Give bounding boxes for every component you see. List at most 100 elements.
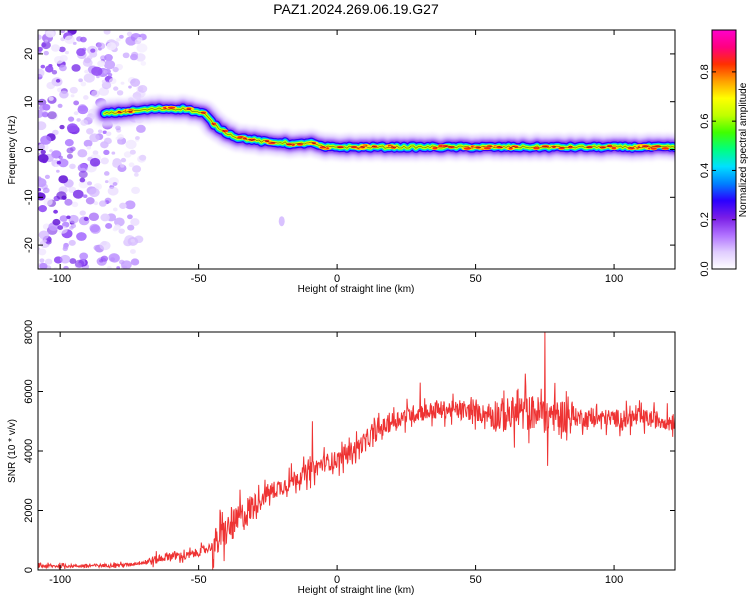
noise-speckle	[130, 78, 141, 87]
noise-speckle	[64, 198, 73, 206]
noise-speckle	[69, 258, 77, 264]
spectrogram-heatmap	[38, 30, 675, 269]
noise-speckle	[119, 202, 127, 209]
noise-speckle	[103, 137, 112, 145]
snr-ytick-label: 6000	[23, 379, 35, 403]
noise-speckle	[38, 176, 42, 181]
noise-speckle	[120, 163, 125, 168]
snr-ytick-label: 8000	[23, 320, 35, 344]
ridge-hotspot-core	[661, 147, 669, 150]
noise-speckle	[80, 36, 87, 43]
noise-speckle	[52, 218, 61, 226]
snr-xtick-label: -50	[191, 574, 207, 586]
ridge-hotspot-core	[167, 106, 176, 109]
noise-speckle	[89, 157, 101, 167]
ridge-hotspot-core	[296, 143, 304, 146]
noise-speckle	[40, 64, 46, 69]
noise-speckle	[90, 48, 96, 53]
noise-speckle	[51, 44, 60, 52]
noise-speckle	[87, 181, 93, 186]
noise-speckle	[103, 59, 116, 70]
noise-speckle	[65, 50, 69, 55]
noise-speckle	[130, 218, 140, 226]
noise-speckle	[103, 69, 108, 74]
noise-speckle	[115, 136, 120, 140]
noise-speckle	[119, 34, 124, 39]
noise-speckle	[132, 165, 142, 173]
noise-speckle	[73, 111, 79, 116]
noise-speckle	[113, 217, 125, 227]
noise-speckle	[52, 129, 59, 136]
noise-speckle	[40, 135, 52, 145]
noise-speckle	[106, 42, 117, 51]
ridge-hotspot-core	[558, 146, 565, 150]
noise-speckle	[78, 78, 83, 83]
colorbar-tick-label: 0.2	[699, 212, 711, 227]
ridge-hotspot-core	[628, 147, 635, 150]
ridge-hotspot-core	[508, 147, 513, 150]
noise-speckle	[130, 238, 135, 243]
noise-speckle	[115, 37, 121, 42]
noise-speckle	[83, 139, 93, 148]
snr-xlabel: Height of straight line (km)	[298, 585, 415, 596]
spectrogram-ytick-label: -20	[23, 237, 35, 253]
noise-speckle	[115, 125, 121, 131]
noise-speckle	[79, 177, 86, 183]
noise-speckle	[129, 149, 136, 155]
noise-speckle	[58, 175, 69, 184]
noise-speckle	[72, 41, 77, 45]
noise-speckle	[44, 258, 53, 265]
snr-xtick-label: 50	[469, 574, 481, 586]
snr-series-line	[38, 332, 675, 570]
noise-speckle	[38, 68, 45, 78]
noise-speckle	[42, 239, 47, 243]
noise-speckle	[86, 145, 92, 150]
noise-speckle	[72, 189, 84, 199]
colorbar-ticks: 0.0 0.2 0.4 0.6 0.8	[699, 64, 736, 277]
noise-speckles	[38, 30, 148, 269]
ridge-hotspot-core	[611, 146, 617, 150]
noise-speckle	[38, 230, 50, 240]
noise-speckle	[136, 43, 148, 53]
noise-speckle	[109, 253, 121, 263]
spectrogram-ytick-label: 0	[23, 146, 35, 152]
noise-speckle	[56, 160, 62, 165]
noise-speckle	[43, 197, 53, 206]
noise-speckle	[53, 209, 58, 214]
noise-speckle	[70, 223, 77, 229]
noise-speckle	[128, 162, 135, 168]
noise-speckle	[84, 69, 89, 74]
snr-xtick-label: -100	[49, 574, 71, 586]
spectrogram-xtick-label: 0	[334, 273, 340, 285]
noise-speckle	[136, 36, 143, 42]
noise-speckle	[101, 81, 112, 90]
noise-speckle	[88, 212, 100, 222]
noise-speckle	[62, 246, 68, 252]
noise-speckle	[103, 149, 110, 156]
noise-speckle	[125, 139, 137, 150]
noise-speckle	[38, 248, 47, 256]
noise-speckle	[116, 90, 124, 96]
noise-speckle	[93, 201, 99, 206]
noise-speckle	[40, 149, 46, 155]
ridge-hotspot-core	[432, 147, 438, 150]
noise-speckle	[47, 111, 57, 120]
noise-speckle	[104, 197, 112, 204]
snr-xtick-label: 100	[605, 574, 623, 586]
noise-speckle	[57, 225, 64, 230]
noise-speckle	[93, 244, 101, 251]
noise-speckle	[140, 61, 147, 66]
noise-speckle	[59, 124, 65, 130]
ridge-hotspot-core	[286, 143, 293, 146]
noise-speckle	[78, 180, 89, 189]
noise-speckle	[105, 131, 112, 137]
noise-speckle	[99, 241, 111, 251]
noise-speckle	[88, 188, 100, 198]
noise-speckle	[135, 136, 140, 140]
noise-speckle	[98, 87, 110, 96]
noise-speckle	[58, 155, 63, 160]
noise-speckle	[105, 223, 113, 229]
noise-speckle	[68, 239, 76, 246]
ridge-hotspot-core	[463, 147, 471, 150]
spectrogram-ytick-label: 20	[23, 48, 35, 60]
